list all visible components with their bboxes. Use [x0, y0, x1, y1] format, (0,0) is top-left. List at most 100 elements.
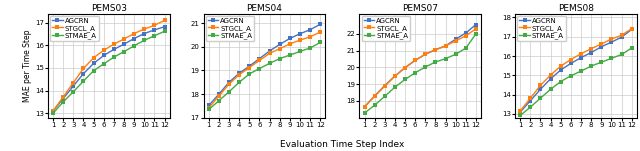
AGCRN — [391, 75, 399, 77]
AGCRN — [422, 53, 429, 55]
STGCL_A — [246, 67, 253, 69]
AGCRN — [225, 81, 233, 83]
AGCRN — [246, 65, 253, 67]
AGCRN — [361, 106, 369, 108]
Legend: AGCRN, STGCL_A, STMAE_A: AGCRN, STGCL_A, STMAE_A — [517, 16, 566, 41]
AGCRN — [412, 59, 419, 61]
AGCRN — [120, 43, 128, 45]
Line: AGCRN: AGCRN — [207, 23, 322, 107]
STGCL_A — [255, 59, 263, 61]
STMAE_A — [381, 95, 388, 97]
STMAE_A — [462, 47, 470, 49]
AGCRN — [255, 58, 263, 59]
AGCRN — [567, 63, 575, 64]
STMAE_A — [215, 100, 223, 102]
STGCL_A — [472, 28, 480, 30]
STGCL_A — [307, 36, 314, 38]
STMAE_A — [598, 61, 605, 63]
STGCL_A — [316, 31, 324, 33]
STMAE_A — [537, 97, 545, 99]
STMAE_A — [276, 58, 284, 59]
Title: PEMS08: PEMS08 — [558, 4, 594, 13]
STMAE_A — [557, 81, 564, 82]
AGCRN — [161, 26, 168, 28]
Legend: AGCRN, STGCL_A, STMAE_A: AGCRN, STGCL_A, STMAE_A — [50, 16, 99, 41]
STGCL_A — [588, 48, 595, 50]
Line: STMAE_A: STMAE_A — [518, 46, 633, 117]
STMAE_A — [307, 47, 314, 49]
STGCL_A — [60, 96, 67, 98]
STMAE_A — [236, 81, 243, 83]
Line: STGCL_A: STGCL_A — [518, 27, 633, 112]
Legend: AGCRN, STGCL_A, STMAE_A: AGCRN, STGCL_A, STMAE_A — [206, 16, 255, 41]
AGCRN — [371, 95, 378, 97]
Title: PEMS04: PEMS04 — [246, 4, 282, 13]
Line: STMAE_A: STMAE_A — [207, 41, 322, 111]
AGCRN — [100, 55, 108, 56]
AGCRN — [537, 88, 545, 90]
AGCRN — [79, 73, 87, 75]
STMAE_A — [79, 80, 87, 82]
STMAE_A — [516, 115, 524, 116]
STGCL_A — [49, 110, 57, 112]
Title: PEMS07: PEMS07 — [403, 4, 438, 13]
STMAE_A — [205, 109, 212, 110]
STMAE_A — [588, 65, 595, 67]
AGCRN — [307, 29, 314, 31]
STGCL_A — [131, 33, 138, 34]
AGCRN — [401, 67, 409, 69]
STGCL_A — [225, 83, 233, 85]
AGCRN — [205, 104, 212, 106]
STGCL_A — [100, 49, 108, 51]
STMAE_A — [120, 51, 128, 53]
STMAE_A — [422, 66, 429, 68]
AGCRN — [150, 29, 158, 31]
STMAE_A — [442, 58, 449, 59]
Line: AGCRN: AGCRN — [363, 23, 477, 108]
STMAE_A — [90, 70, 97, 72]
STGCL_A — [296, 39, 304, 41]
Line: STGCL_A: STGCL_A — [207, 31, 322, 109]
AGCRN — [431, 49, 439, 51]
STGCL_A — [422, 53, 429, 55]
AGCRN — [286, 38, 294, 39]
STGCL_A — [266, 52, 273, 54]
Line: AGCRN: AGCRN — [52, 25, 166, 112]
STGCL_A — [547, 74, 554, 76]
AGCRN — [70, 85, 77, 87]
STMAE_A — [161, 30, 168, 32]
AGCRN — [49, 110, 57, 112]
Line: STGCL_A: STGCL_A — [52, 19, 166, 112]
STMAE_A — [266, 62, 273, 64]
STGCL_A — [205, 107, 212, 109]
AGCRN — [588, 52, 595, 53]
STGCL_A — [527, 97, 534, 99]
Text: Evaluation Time Step Index: Evaluation Time Step Index — [280, 140, 404, 149]
STGCL_A — [452, 40, 460, 42]
STMAE_A — [618, 54, 625, 55]
AGCRN — [276, 43, 284, 45]
AGCRN — [110, 48, 118, 50]
Legend: AGCRN, STGCL_A, STMAE_A: AGCRN, STGCL_A, STMAE_A — [362, 16, 410, 41]
STGCL_A — [70, 82, 77, 84]
Line: AGCRN: AGCRN — [518, 28, 633, 114]
AGCRN — [577, 57, 585, 58]
AGCRN — [296, 33, 304, 35]
STGCL_A — [286, 43, 294, 45]
STGCL_A — [412, 59, 419, 61]
STGCL_A — [431, 49, 439, 51]
AGCRN — [557, 69, 564, 71]
AGCRN — [607, 41, 615, 43]
AGCRN — [547, 78, 554, 80]
AGCRN — [516, 111, 524, 113]
STMAE_A — [286, 54, 294, 56]
STMAE_A — [60, 101, 67, 103]
STGCL_A — [516, 110, 524, 112]
STMAE_A — [412, 72, 419, 74]
STMAE_A — [255, 68, 263, 69]
STGCL_A — [391, 75, 399, 77]
STGCL_A — [371, 95, 378, 97]
STMAE_A — [431, 61, 439, 63]
AGCRN — [442, 45, 449, 47]
AGCRN — [131, 38, 138, 39]
